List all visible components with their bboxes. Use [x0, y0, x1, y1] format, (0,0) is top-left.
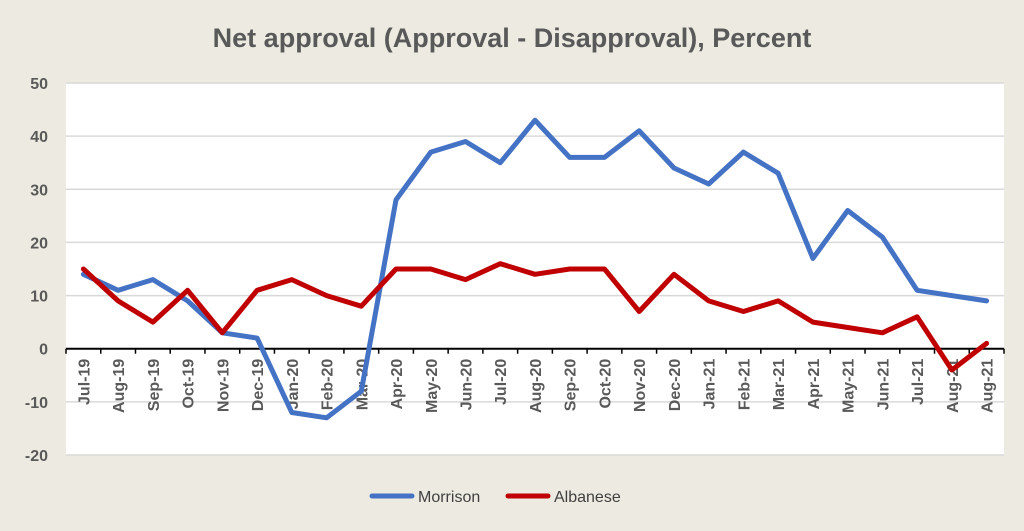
x-tick-label: Feb-21 — [736, 359, 753, 411]
x-tick-label: Aug-21 — [945, 359, 962, 413]
chart-title: Net approval (Approval - Disapproval), P… — [213, 23, 812, 53]
y-tick-label: 50 — [30, 76, 48, 93]
x-tick-label: Dec-19 — [250, 359, 267, 412]
legend-label-albanese: Albanese — [554, 489, 621, 506]
y-tick-label: -20 — [25, 448, 48, 465]
x-tick-label: Apr-20 — [389, 359, 406, 410]
x-tick-label: Oct-19 — [181, 359, 198, 409]
x-tick-label: Aug-19 — [111, 359, 128, 413]
legend-label-morrison: Morrison — [418, 489, 480, 506]
x-tick-label: Nov-19 — [215, 359, 232, 412]
y-tick-label: 20 — [30, 235, 48, 252]
x-tick-label: Sep-19 — [146, 359, 163, 412]
x-tick-label: Jan-20 — [285, 359, 302, 410]
x-tick-label: Feb-20 — [320, 359, 337, 411]
x-tick-label: Nov-20 — [632, 359, 649, 412]
y-tick-label: -10 — [25, 395, 48, 412]
x-tick-label: Jul-21 — [910, 359, 927, 405]
x-tick-label: Oct-20 — [597, 359, 614, 409]
x-tick-label: May-21 — [841, 359, 858, 413]
x-tick-label: Jun-20 — [459, 359, 476, 411]
x-tick-label: Aug-20 — [528, 359, 545, 413]
x-tick-label: Dec-20 — [667, 359, 684, 412]
x-tick-label: Jan-21 — [702, 359, 719, 410]
x-tick-label: Jun-21 — [875, 359, 892, 411]
y-tick-label: 30 — [30, 182, 48, 199]
x-tick-label: Apr-21 — [806, 359, 823, 410]
x-tick-label: Jul-19 — [76, 359, 93, 405]
x-tick-label: Mar-21 — [771, 359, 788, 411]
x-tick-label: Jul-20 — [493, 359, 510, 405]
x-tick-label: May-20 — [424, 359, 441, 413]
plot-area — [66, 83, 1004, 455]
x-tick-label: Sep-20 — [563, 359, 580, 412]
y-tick-label: 0 — [39, 342, 48, 359]
x-tick-label: Aug-21 — [980, 359, 997, 413]
y-tick-label: 40 — [30, 129, 48, 146]
y-tick-label: 10 — [30, 289, 48, 306]
